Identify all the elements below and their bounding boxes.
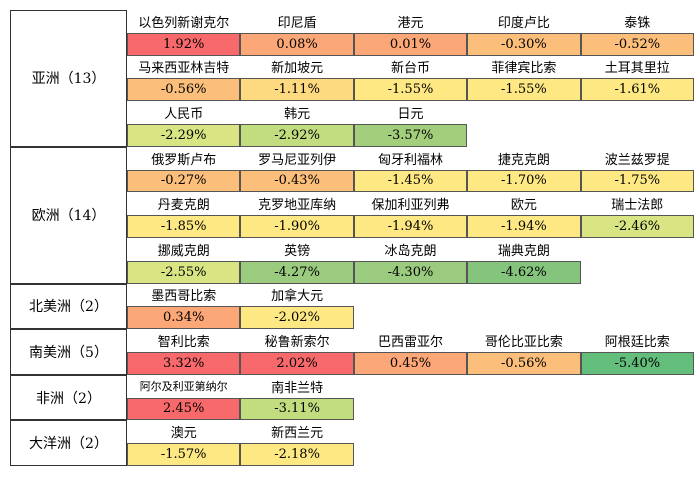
change-value: 0.01% [353,32,468,56]
currency-name: 新台币 [390,61,430,77]
currency-name: 捷克克朗 [497,152,550,168]
change-value: -2.46% [580,215,694,238]
change-value: 0.34% [127,306,241,330]
change-value: -3.11% [240,397,354,421]
change-value: -0.52% [580,32,694,56]
currency-name: 英镑 [284,243,311,259]
change-value: -3.57% [353,124,468,147]
currency-name: 新加坡元 [271,61,324,77]
currency-table: 亚洲（13） 以色列新谢克尔 1.92% 印尼盾 0.08% 港元 0.01% 印度卢比 -0.… [10,10,694,482]
currency-name: 冰岛克朗 [384,243,437,259]
change-value: 0.45% [353,352,468,375]
currency-name: 马来西亚林吉特 [138,61,230,77]
change-value: -0.27% [127,169,241,193]
currency-name: 印度卢比 [497,15,550,31]
change-value: -0.56% [127,78,241,102]
currency-name: 欧元 [510,198,537,214]
change-value: -1.45% [353,169,468,193]
change-value: 1.92% [127,32,241,56]
region-label: 南美洲（5） [10,329,127,375]
change-value: -1.57% [127,443,241,466]
currency-name: 波兰兹罗提 [604,152,670,168]
change-value: -1.94% [353,215,468,238]
change-value: -0.30% [467,32,581,56]
currency-name: 哥伦比亚比索 [484,335,563,351]
currency-name: 澳元 [170,426,197,442]
change-value: -1.11% [240,78,354,102]
change-value: -2.02% [240,306,354,330]
currency-name: 匈牙利福林 [377,152,443,168]
change-value: 2.45% [127,397,241,421]
currency-name: 挪威克朗 [157,243,210,259]
change-value: -2.55% [127,260,241,284]
change-value: 0.08% [240,32,354,56]
currency-name: 菲律宾比索 [491,61,557,77]
currency-name: 墨西哥比索 [151,289,217,305]
currency-name: 加拿大元 [271,289,324,305]
currency-name: 新西兰元 [271,426,324,442]
currency-name: 港元 [397,15,424,31]
currency-name: 瑞典克朗 [497,243,550,259]
region-label: 北美洲（2） [10,283,127,330]
currency-name: 巴西雷亚尔 [377,335,443,351]
region-label: 欧洲（14） [10,146,127,284]
change-value: -4.30% [353,260,468,284]
currency-name: 日元 [397,107,424,123]
currency-name: 阿根廷比索 [604,335,670,351]
currency-name: 印尼盾 [277,15,317,31]
change-value: -1.85% [127,215,241,238]
change-value: -1.75% [580,169,694,193]
change-value: -0.56% [467,352,581,375]
change-value: -1.70% [467,169,581,193]
region-label: 亚洲（13） [10,10,127,147]
change-value: 3.32% [127,352,241,375]
currency-name: 土耳其里拉 [604,61,670,77]
change-value: -1.61% [580,78,694,102]
currency-name: 克罗地亚库纳 [258,198,337,214]
change-value: -0.43% [240,169,354,193]
change-value: -1.94% [467,215,581,238]
currency-name: 俄罗斯卢布 [151,152,217,168]
change-value: 2.02% [240,352,354,375]
change-value: -2.29% [127,124,241,147]
currency-name: 泰铢 [624,15,651,31]
change-value: -2.18% [240,443,354,466]
currency-name: 丹麦克朗 [157,198,210,214]
currency-name: 阿尔及利亚第纳尔 [139,380,228,394]
change-value: -1.55% [467,78,581,102]
change-value: -1.55% [353,78,468,102]
region-label: 非洲（2） [10,374,127,421]
currency-name: 秘鲁新索尔 [264,335,330,351]
currency-name: 人民币 [164,107,204,123]
currency-name: 韩元 [284,107,311,123]
change-value: -2.92% [240,124,354,147]
currency-name: 南非兰特 [271,380,324,396]
region-label: 大洋洲（2） [10,420,127,466]
currency-name: 智利比索 [157,335,210,351]
change-value: -4.27% [240,260,354,284]
currency-name: 瑞士法郎 [611,198,664,214]
change-value: -1.90% [240,215,354,238]
change-value: -4.62% [467,260,581,284]
currency-name: 以色列新谢克尔 [138,15,230,31]
currency-name: 罗马尼亚列伊 [258,152,337,168]
change-value: -5.40% [580,352,694,375]
currency-name: 保加利亚列弗 [371,198,450,214]
